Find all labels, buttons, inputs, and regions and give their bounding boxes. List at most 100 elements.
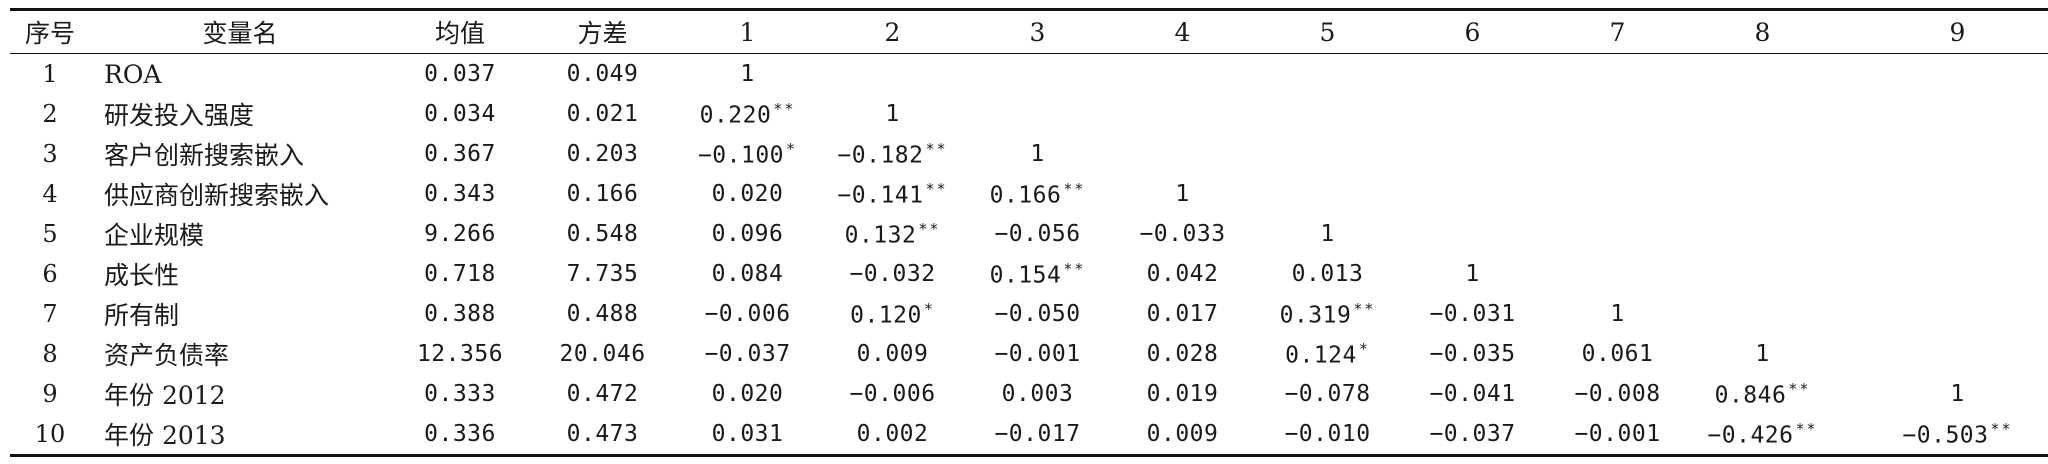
correlation-value: −0.008 bbox=[1574, 381, 1661, 407]
correlation-value: 1 bbox=[1755, 341, 1770, 367]
table-row: 8 资产负债率 12.356 20.046 −0.037 0.009 −0.001 0.028… bbox=[10, 334, 2048, 374]
correlation-cell: −0.001 bbox=[965, 334, 1110, 374]
correlation-value: 0.124 bbox=[1285, 342, 1357, 369]
correlation-value: −0.035 bbox=[1429, 341, 1516, 367]
correlation-cell: 1 bbox=[1110, 174, 1255, 214]
significance-marker: ** bbox=[773, 99, 796, 118]
correlation-value: −0.037 bbox=[704, 341, 791, 367]
table-body: 1 ROA 0.037 0.049 1 2 研发投入强度 0.034 0.021 0.220 ** 1… bbox=[10, 54, 2048, 456]
variance-value: 0.548 bbox=[566, 221, 639, 247]
correlation-cell: 0.154 ** bbox=[965, 254, 1110, 294]
table-row: 5 企业规模 9.266 0.548 0.096 0.132 ** −0.056 −0.033 1 bbox=[10, 214, 2048, 254]
correlation-cell bbox=[1690, 214, 1835, 254]
table-row: 9 年份 2012 0.333 0.472 0.020 −0.006 0.003 0.019 −… bbox=[10, 374, 2048, 414]
correlation-cell: 0.009 bbox=[1110, 414, 1255, 456]
correlation-cell: 0.013 bbox=[1255, 254, 1400, 294]
correlation-table: 序号 变量名 均值 方差 1 2 3 4 5 6 7 8 9 1 ROA 0.037 0.049 1 2 研发投入强… bbox=[10, 8, 2048, 457]
variable-name: 成长性 bbox=[104, 261, 180, 290]
correlation-cell bbox=[965, 54, 1110, 95]
table-row: 7 所有制 0.388 0.488 −0.006 0.120 * −0.050 0.017 0.3… bbox=[10, 294, 2048, 334]
significance-marker: ** bbox=[1353, 299, 1376, 318]
correlation-cell bbox=[1110, 54, 1255, 95]
variable-name: 供应商创新搜索嵌入 bbox=[104, 181, 330, 210]
correlation-cell: 0.846 ** bbox=[1690, 374, 1835, 414]
column-header-11: 8 bbox=[1754, 17, 1771, 47]
row-index: 2 bbox=[42, 100, 58, 128]
correlation-value: 0.166 bbox=[989, 182, 1062, 209]
variance-value: 0.049 bbox=[566, 61, 639, 87]
variable-name: ROA bbox=[104, 59, 162, 89]
correlation-cell bbox=[1835, 214, 2048, 254]
mean-value: 0.037 bbox=[424, 61, 496, 87]
row-index: 3 bbox=[42, 140, 58, 168]
correlation-cell: −0.037 bbox=[1400, 414, 1545, 456]
correlation-value: −0.426 bbox=[1707, 422, 1794, 449]
correlation-value: 0.846 bbox=[1714, 382, 1787, 409]
correlation-cell: 0.220 ** bbox=[675, 94, 820, 134]
correlation-value: −0.033 bbox=[1139, 221, 1226, 247]
correlation-value: 1 bbox=[885, 101, 900, 127]
correlation-cell bbox=[1835, 94, 2048, 134]
row-index: 6 bbox=[42, 260, 58, 288]
significance-marker: * bbox=[1358, 339, 1370, 358]
mean-value: 0.343 bbox=[424, 181, 496, 207]
correlation-cell bbox=[1690, 94, 1835, 134]
correlation-value: −0.006 bbox=[849, 381, 936, 407]
column-header-4: 1 bbox=[739, 17, 756, 47]
correlation-cell: −0.017 bbox=[965, 414, 1110, 456]
table-row: 2 研发投入强度 0.034 0.021 0.220 ** 1 bbox=[10, 94, 2048, 134]
row-index: 9 bbox=[42, 380, 58, 408]
correlation-cell bbox=[1400, 214, 1545, 254]
column-header-0: 序号 bbox=[24, 19, 75, 48]
table-row: 6 成长性 0.718 7.735 0.084 −0.032 0.154 ** 0.042 0.0… bbox=[10, 254, 2048, 294]
mean-value: 0.367 bbox=[424, 141, 496, 167]
correlation-value: −0.032 bbox=[849, 261, 936, 287]
correlation-value: −0.503 bbox=[1902, 422, 1989, 449]
correlation-cell bbox=[1400, 94, 1545, 134]
correlation-cell bbox=[965, 94, 1110, 134]
significance-marker: ** bbox=[1063, 259, 1086, 278]
correlation-value: 0.028 bbox=[1146, 341, 1219, 367]
table-row: 1 ROA 0.037 0.049 1 bbox=[10, 54, 2048, 95]
column-header-9: 6 bbox=[1464, 17, 1481, 47]
significance-marker: ** bbox=[1795, 419, 1818, 438]
correlation-cell bbox=[1545, 174, 1690, 214]
mean-value: 9.266 bbox=[424, 221, 496, 247]
column-header-12: 9 bbox=[1949, 17, 1966, 47]
variable-name: 年份 2013 bbox=[104, 421, 226, 450]
correlation-cell: 1 bbox=[1400, 254, 1545, 294]
variable-name: 资产负债率 bbox=[104, 341, 230, 370]
correlation-cell: 1 bbox=[1545, 294, 1690, 334]
correlation-value: −0.182 bbox=[837, 142, 924, 169]
mean-value: 0.718 bbox=[424, 261, 496, 287]
correlation-value: 0.009 bbox=[856, 341, 929, 367]
correlation-value: −0.001 bbox=[994, 341, 1081, 367]
correlation-value: −0.017 bbox=[994, 421, 1081, 447]
correlation-cell bbox=[1835, 334, 2048, 374]
correlation-value: −0.100 bbox=[697, 142, 785, 169]
variance-value: 0.166 bbox=[566, 181, 639, 207]
correlation-cell bbox=[1690, 254, 1835, 294]
correlation-cell: −0.033 bbox=[1110, 214, 1255, 254]
correlation-value: 0.013 bbox=[1291, 261, 1364, 287]
table-row: 3 客户创新搜索嵌入 0.367 0.203 −0.100 * −0.182 ** 1 bbox=[10, 134, 2048, 174]
significance-marker: * bbox=[786, 139, 798, 158]
correlation-value: 1 bbox=[1610, 301, 1625, 327]
column-header-2: 均值 bbox=[434, 19, 485, 48]
correlation-cell bbox=[1690, 54, 1835, 95]
correlation-cell: −0.035 bbox=[1400, 334, 1545, 374]
row-index: 8 bbox=[42, 340, 58, 368]
correlation-cell: 0.003 bbox=[965, 374, 1110, 414]
correlation-value: 1 bbox=[740, 61, 755, 87]
correlation-value: −0.050 bbox=[994, 301, 1081, 327]
row-index: 5 bbox=[42, 220, 58, 248]
correlation-value: 0.132 bbox=[844, 222, 917, 249]
correlation-value: 1 bbox=[1465, 261, 1480, 287]
correlation-cell: 0.042 bbox=[1110, 254, 1255, 294]
correlation-cell bbox=[1110, 94, 1255, 134]
correlation-cell: 0.009 bbox=[820, 334, 965, 374]
correlation-cell: 0.031 bbox=[675, 414, 820, 456]
correlation-cell: −0.078 bbox=[1255, 374, 1400, 414]
mean-value: 0.034 bbox=[424, 101, 496, 127]
header-row: 序号 变量名 均值 方差 1 2 3 4 5 6 7 8 9 bbox=[10, 9, 2048, 54]
